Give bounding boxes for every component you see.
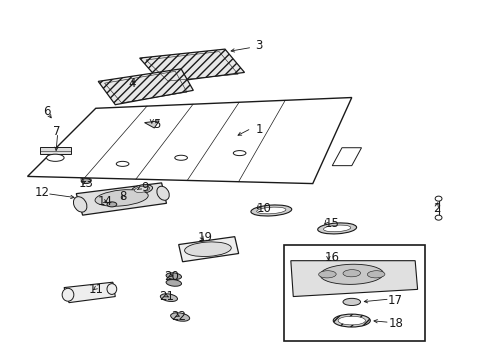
Ellipse shape [318,271,335,278]
Ellipse shape [337,316,365,325]
Ellipse shape [317,223,356,234]
Text: 16: 16 [324,251,339,264]
Ellipse shape [434,196,441,201]
Ellipse shape [366,271,384,278]
Ellipse shape [107,202,117,207]
Polygon shape [76,183,166,215]
Text: 14: 14 [98,195,113,208]
Ellipse shape [73,197,87,212]
Polygon shape [290,261,417,297]
Ellipse shape [134,186,149,193]
Text: 22: 22 [171,310,186,323]
Text: 17: 17 [387,294,402,307]
Polygon shape [331,148,361,166]
Polygon shape [40,147,71,154]
Polygon shape [113,192,126,199]
Polygon shape [64,282,115,303]
Text: 18: 18 [387,317,402,330]
Polygon shape [98,69,193,105]
Text: 1: 1 [255,123,263,136]
Ellipse shape [107,284,117,294]
Text: 2: 2 [432,202,440,215]
Text: 15: 15 [324,216,339,230]
Ellipse shape [95,190,148,206]
Text: 3: 3 [255,39,262,52]
Ellipse shape [81,179,91,184]
Ellipse shape [342,298,360,306]
Text: 21: 21 [159,290,174,303]
Text: 19: 19 [198,231,213,244]
Ellipse shape [131,185,152,194]
Ellipse shape [434,215,441,220]
Text: 5: 5 [153,118,160,131]
Text: 4: 4 [128,77,136,90]
Text: 7: 7 [53,125,61,138]
Polygon shape [178,237,238,262]
Ellipse shape [323,225,350,232]
Ellipse shape [184,242,231,257]
Ellipse shape [170,313,189,321]
Ellipse shape [166,280,181,286]
Text: 12: 12 [35,186,50,199]
Text: 11: 11 [88,283,103,296]
Text: 6: 6 [43,105,51,118]
Ellipse shape [250,205,291,216]
Text: 9: 9 [141,181,148,194]
Polygon shape [144,121,159,128]
Ellipse shape [332,314,369,327]
Ellipse shape [166,273,181,279]
Ellipse shape [320,264,383,284]
Text: 13: 13 [79,177,93,190]
Ellipse shape [256,207,285,214]
Text: 10: 10 [256,202,271,215]
Ellipse shape [342,270,360,277]
Bar [283,244,424,341]
Polygon shape [27,98,351,184]
Ellipse shape [62,288,74,301]
Text: 8: 8 [119,190,126,203]
Ellipse shape [174,155,187,160]
Ellipse shape [116,161,129,166]
Ellipse shape [46,154,64,161]
Ellipse shape [233,150,245,156]
Ellipse shape [160,294,177,301]
Polygon shape [140,49,244,83]
Ellipse shape [157,186,169,200]
Text: 20: 20 [163,270,179,283]
